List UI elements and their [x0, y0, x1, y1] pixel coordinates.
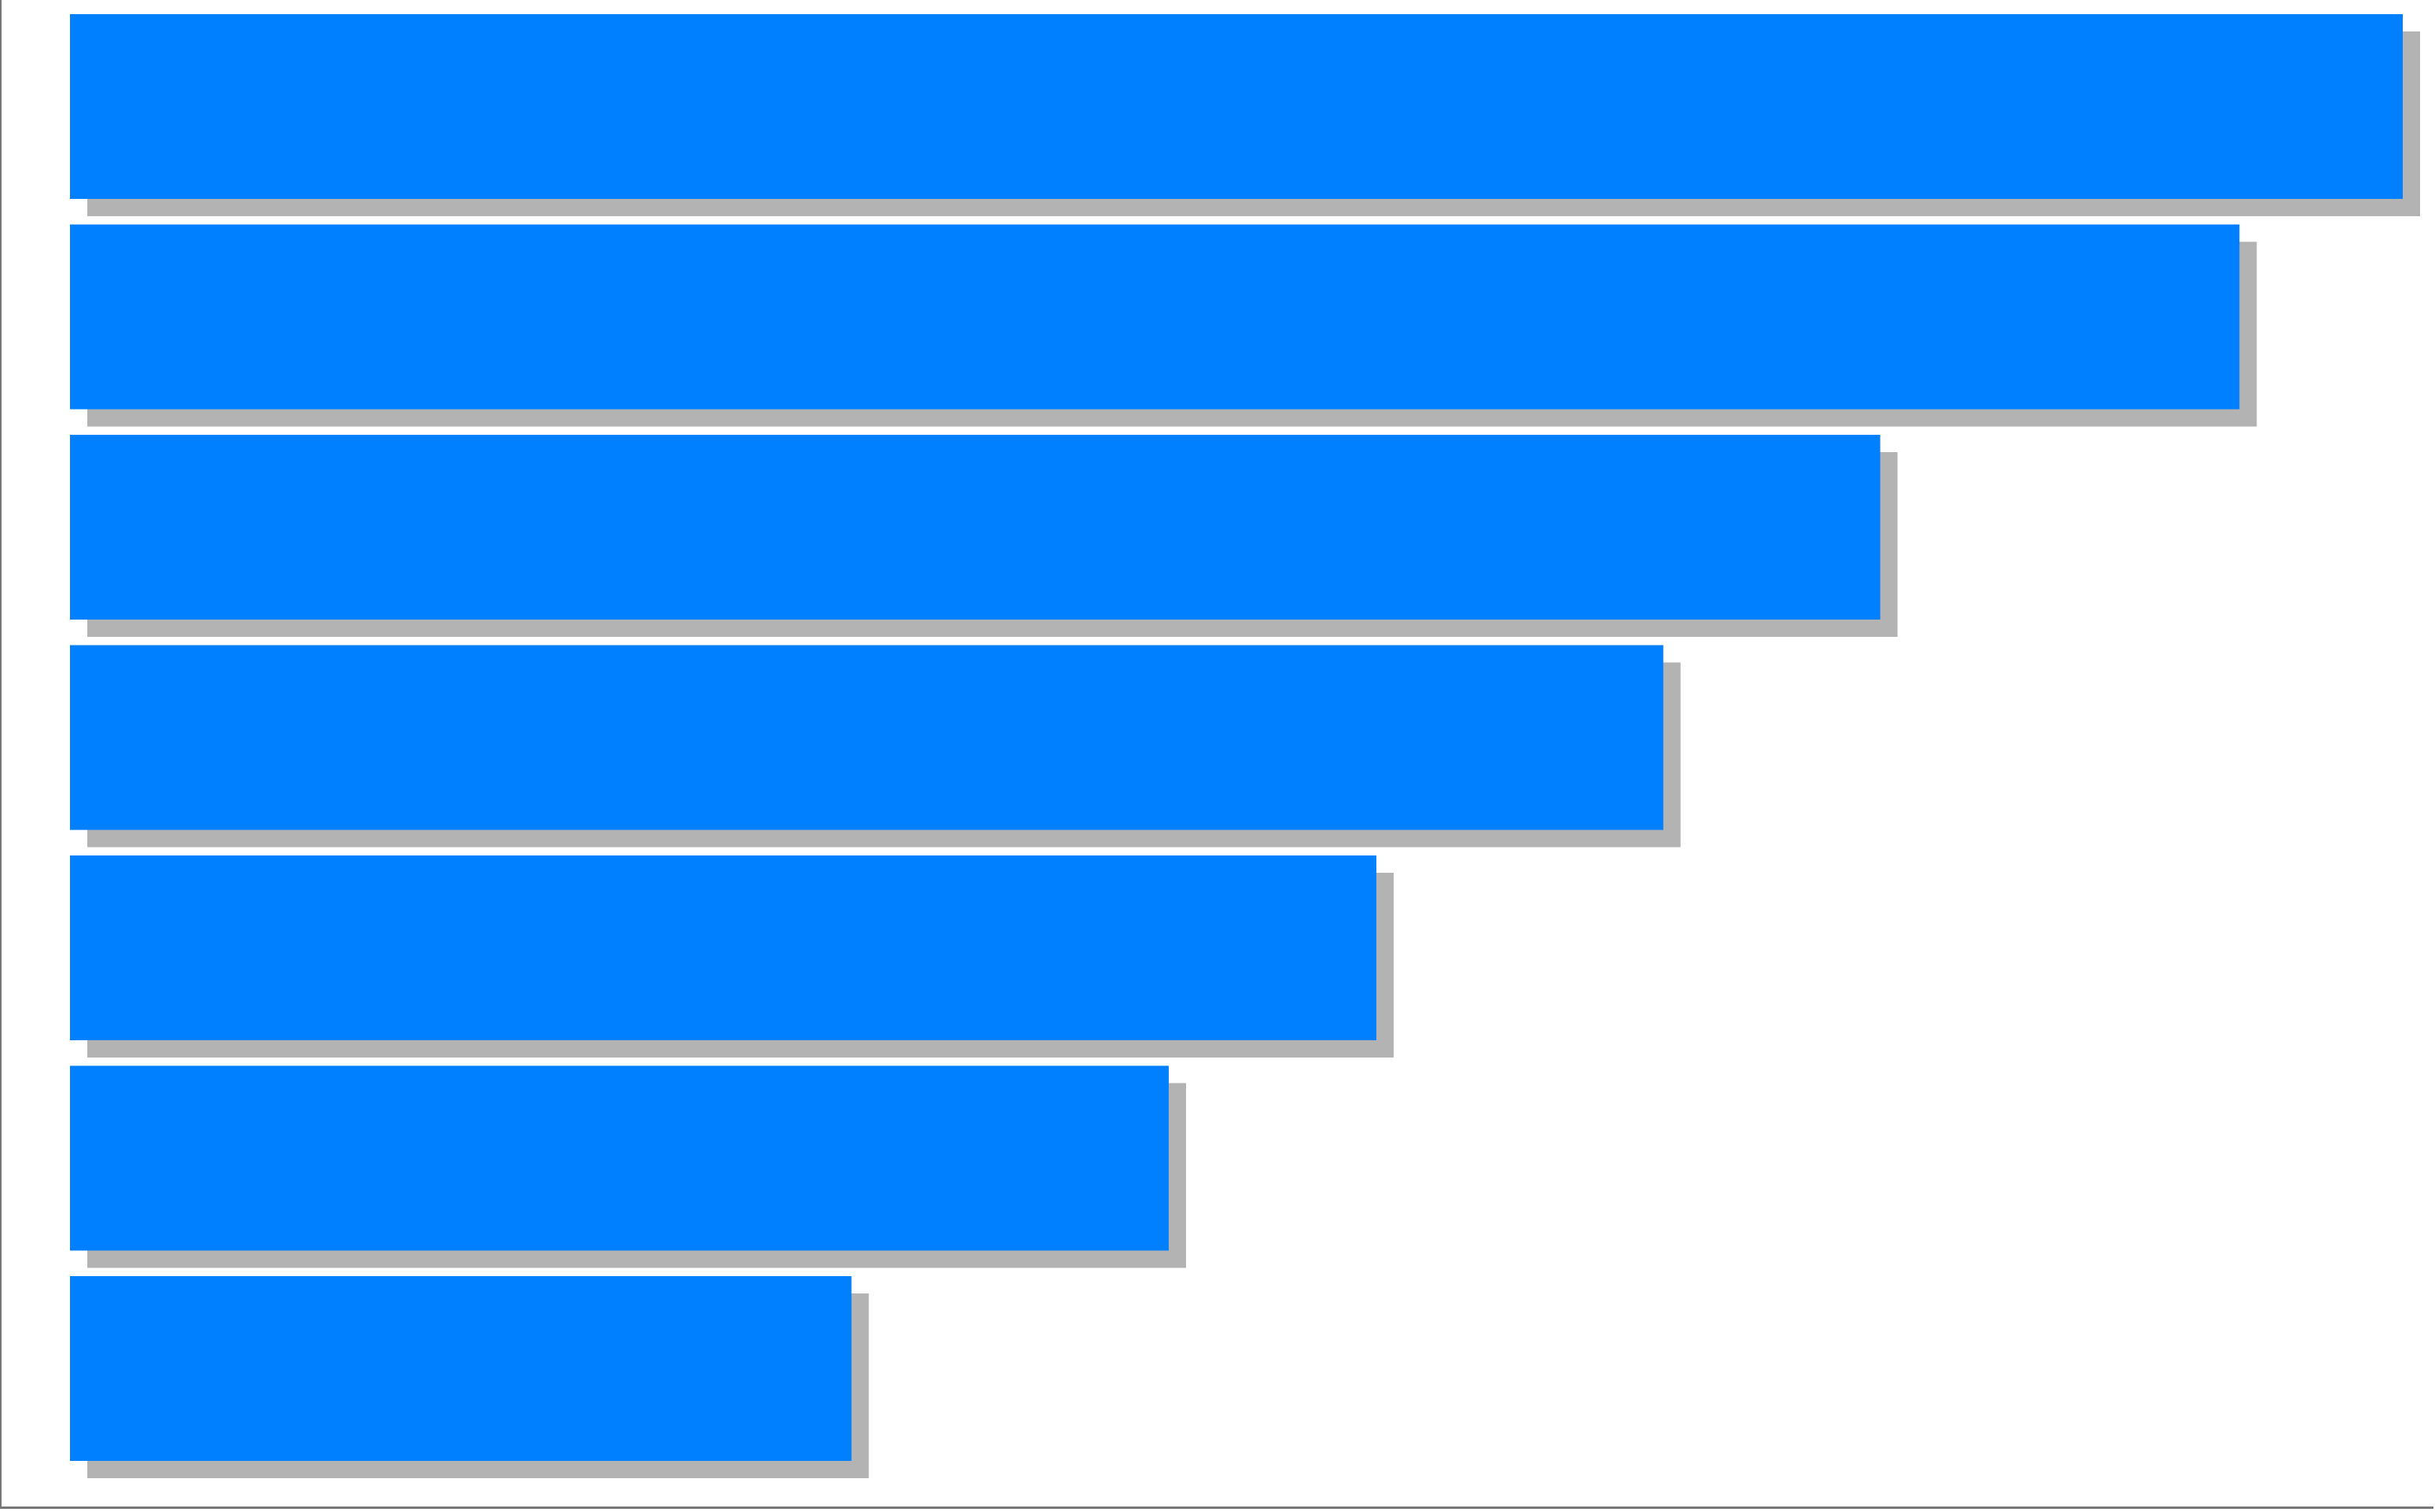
bar-3 — [70, 435, 1881, 620]
bar-1 — [70, 14, 2403, 199]
bar-2 — [70, 224, 2240, 410]
bar-6 — [70, 1065, 1169, 1251]
bar-5 — [70, 855, 1376, 1040]
bar-7 — [70, 1276, 852, 1461]
bar-4 — [70, 645, 1663, 830]
